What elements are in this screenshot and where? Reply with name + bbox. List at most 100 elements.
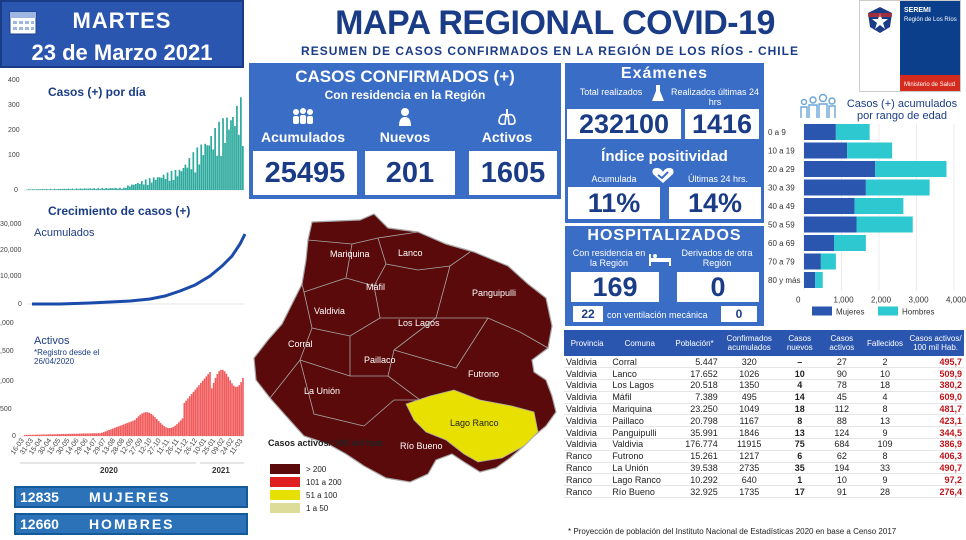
people-group-icon: [253, 107, 353, 129]
table-cell: Ranco: [564, 462, 611, 475]
age-xtick: 4,000: [946, 296, 966, 305]
table-cell: 20.798: [669, 414, 720, 428]
ytick-20000: 20,000: [0, 247, 22, 254]
daily-bar: [206, 145, 209, 190]
table-cell: Ranco: [564, 450, 611, 463]
ventilation-value: 22: [573, 306, 603, 322]
table-row: Valdivia Lanco 17.652 1026 10 90 10 509,9: [564, 367, 964, 381]
table-cell: Valdivia: [564, 379, 611, 392]
legend-row-4: 1 a 50: [270, 503, 328, 513]
daily-bar: [107, 188, 109, 190]
daily-bar: [144, 179, 147, 190]
table-cell: 18: [778, 403, 821, 416]
activos-value: 1605: [469, 151, 557, 195]
lungs-icon: [457, 107, 557, 129]
share-icon[interactable]: [432, 484, 460, 512]
ytick-400: 400: [8, 77, 20, 84]
active-bar: [196, 387, 198, 436]
daily-bar: [59, 189, 62, 190]
ytick-0b: 0: [18, 301, 22, 308]
active-bar: [117, 426, 120, 436]
active-bar: [185, 400, 187, 436]
table-cell: 10: [778, 367, 821, 381]
table-cell: Mariquina: [610, 403, 670, 416]
legend-swatch-2: [270, 477, 300, 487]
acumulados-col: Acumulados: [253, 107, 353, 145]
daily-bar: [43, 189, 46, 190]
active-bar: [176, 424, 178, 436]
daily-bar: [140, 181, 143, 190]
daily-bar: [242, 145, 244, 190]
seremi-red-band: [900, 75, 960, 91]
positivity-last24-label: Últimas 24 hrs.: [687, 174, 749, 184]
table-cell: 495: [719, 391, 779, 404]
active-bar: [58, 434, 61, 436]
col-nuevos: Casos nuevos: [778, 330, 821, 356]
confirmed-title: CASOS CONFIRMADOS (+): [295, 67, 515, 86]
col-fallecidos: Fallecidos: [862, 330, 908, 356]
active-bar: [24, 434, 26, 436]
table-cell: 28: [862, 485, 908, 499]
table-cell: 124: [820, 426, 863, 440]
daily-bar: [75, 188, 78, 190]
age-bar-mujeres: [804, 142, 848, 159]
daily-bar: [150, 182, 153, 190]
active-bar: [82, 433, 85, 436]
daily-bar: [160, 177, 163, 190]
table-cell: 495,7: [907, 356, 964, 369]
active-bar: [141, 413, 143, 436]
age-xtick: 1,000: [834, 296, 855, 305]
confirmed-panel: CASOS CONFIRMADOS (+) Con residencia en …: [249, 63, 561, 199]
daily-bar: [89, 188, 92, 190]
active-bar: [91, 433, 94, 436]
active-bar: [46, 434, 48, 436]
table-row: Valdivia Paillaco 20.798 1167 8 88 13 423,1: [564, 414, 964, 428]
daily-bar: [186, 167, 189, 190]
table-cell: La Unión: [610, 462, 670, 475]
daily-bar: [218, 121, 220, 190]
hosp-residence-label: Con residencia en la Región: [572, 248, 646, 268]
active-bar: [189, 396, 191, 436]
active-bar: [174, 425, 176, 436]
table-cell: 5.447: [669, 356, 720, 369]
legend-row-1: > 200: [270, 464, 326, 474]
map-label-corral: Corral: [288, 339, 313, 349]
table-cell: Lago Ranco: [610, 473, 670, 487]
ytick-10000: 10,000: [0, 273, 22, 280]
ytick-0: 0: [14, 187, 18, 194]
col-confirmados: Confirmados acumulados: [719, 330, 779, 356]
daily-bar: [168, 180, 171, 190]
expand-icon[interactable]: [500, 486, 526, 512]
active-xticks: 16-0331-0315-0430-0415-0530-0514-0629-06…: [10, 437, 245, 456]
ytick-300: 300: [8, 102, 20, 109]
table-cell: 45: [820, 391, 863, 404]
table-row: Valdivia Valdivia 176.774 11915 75 684 109 386,…: [564, 438, 964, 451]
active-bar: [165, 427, 167, 436]
ytick-0c: 0: [12, 433, 16, 440]
active-bar: [203, 378, 206, 436]
daily-bar: [109, 188, 111, 190]
table-cell: 2735: [719, 462, 779, 475]
active-bar: [146, 412, 149, 436]
active-bar: [124, 423, 127, 436]
active-bar: [93, 433, 96, 436]
active-bar: [181, 418, 184, 436]
age-bar-mujeres: [804, 235, 834, 251]
daily-bar: [238, 134, 240, 190]
active-bar: [62, 434, 65, 436]
hosp-derived-value: 0: [677, 272, 759, 302]
active-bar: [57, 434, 59, 436]
hombres-count: 12660: [20, 516, 59, 532]
activos-note: *Registro desde el 26/04/2020: [34, 348, 100, 366]
table-cell: 8: [778, 414, 821, 428]
daily-bar: [166, 172, 169, 190]
daily-bar: [202, 155, 205, 190]
active-bar: [229, 380, 231, 436]
col-provincia: Provincia: [564, 330, 611, 356]
daily-cases-yticks: 400 300 200 100 0: [8, 77, 20, 194]
exams-total-label: Total realizados: [579, 87, 643, 97]
active-bar: [233, 385, 235, 436]
table-cell: Valdivia: [564, 403, 611, 416]
age-bar-hombres: [847, 142, 893, 159]
table-cell: 8: [862, 403, 908, 416]
